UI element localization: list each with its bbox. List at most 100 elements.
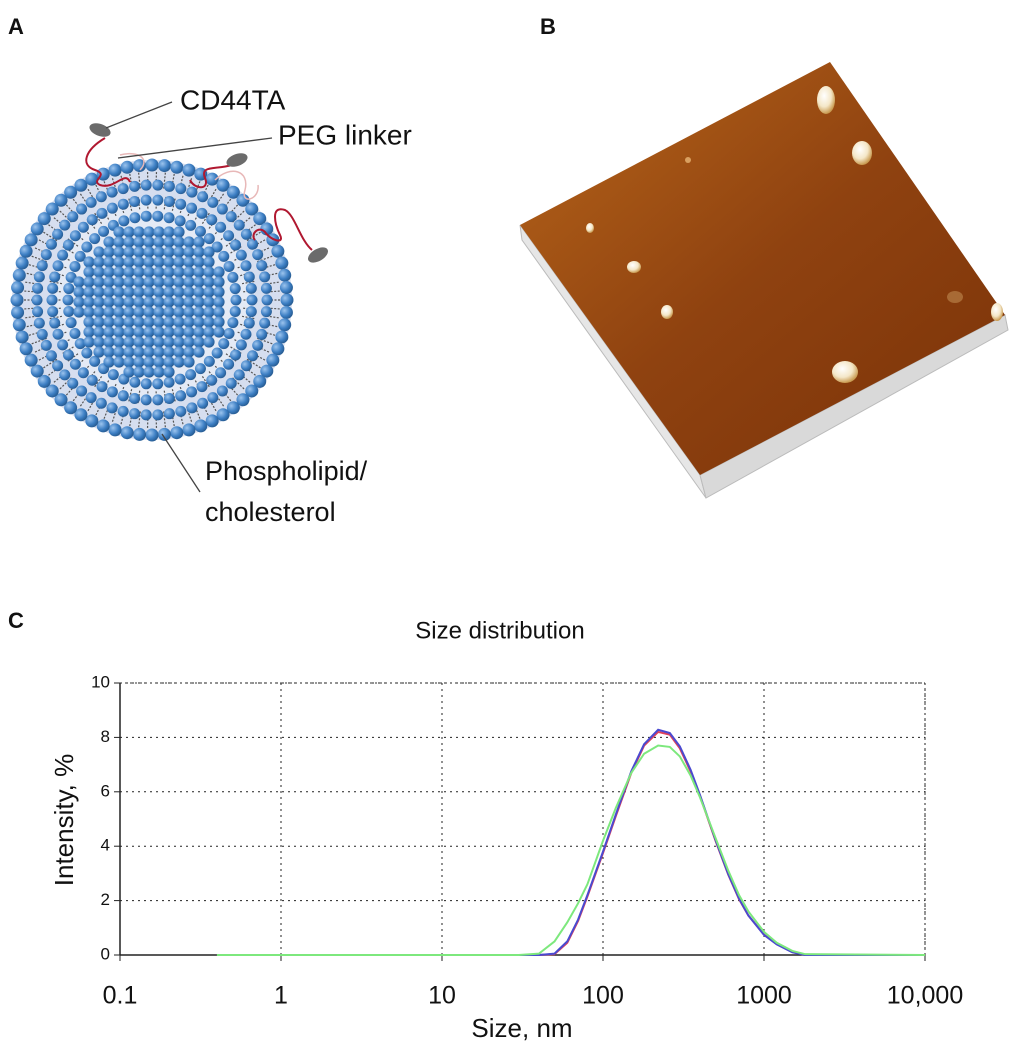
lipid-tail — [43, 231, 58, 242]
lipid-head — [45, 202, 59, 216]
lipid-head — [163, 180, 175, 192]
lipid-head — [59, 369, 71, 381]
core-bead — [73, 276, 85, 288]
core-bead — [123, 366, 135, 378]
core-bead — [183, 236, 195, 248]
core-bead — [113, 246, 125, 258]
lipid-head — [252, 249, 264, 261]
core-bead — [213, 316, 225, 328]
core-bead — [203, 246, 215, 258]
x-tick-label: 0.1 — [103, 982, 138, 1010]
lipid-head — [57, 249, 69, 261]
lipid-head — [62, 349, 74, 361]
lipid-head — [33, 317, 45, 329]
lipid-head — [120, 426, 134, 440]
lipid-head — [140, 394, 152, 406]
lipid-head — [133, 427, 147, 441]
lipid-tail — [24, 307, 41, 310]
core-bead — [183, 246, 195, 258]
core-bead — [123, 236, 135, 248]
lipid-tail — [87, 188, 97, 204]
core-bead — [123, 226, 135, 238]
lipid-head — [175, 198, 187, 210]
lipid-tail — [214, 392, 225, 407]
lipid-head — [163, 196, 175, 208]
lipid-tail — [236, 331, 250, 338]
core-bead — [113, 306, 125, 318]
lipid-tail — [54, 331, 68, 338]
lipid-head — [19, 342, 33, 356]
lipid-head — [11, 305, 25, 319]
lipid-head — [236, 193, 250, 207]
lipid-head — [24, 233, 38, 247]
core-bead — [163, 296, 175, 308]
core-bead — [143, 366, 155, 378]
lipid-head — [140, 210, 152, 222]
core-bead — [143, 336, 155, 348]
core-bead — [203, 266, 215, 278]
lipid-head — [163, 376, 175, 388]
lipid-head — [182, 423, 196, 437]
lipid-tail — [48, 224, 62, 235]
panel-label: A — [8, 14, 24, 39]
lipid-tail — [207, 218, 218, 231]
lipid-head — [57, 339, 69, 351]
core-bead — [133, 346, 145, 358]
lipid-tail — [28, 264, 45, 270]
lipid-head — [86, 214, 98, 226]
core-bead — [163, 286, 175, 298]
lipid-head — [245, 384, 259, 398]
core-bead — [123, 246, 135, 258]
lipid-tail — [186, 382, 194, 396]
core-bead — [133, 236, 145, 248]
lipid-head — [271, 342, 285, 356]
lipid-head — [235, 249, 247, 261]
lipid-head — [140, 194, 152, 206]
lipid-head — [271, 244, 285, 258]
lipid-head — [194, 363, 206, 375]
core-bead — [183, 326, 195, 338]
core-bead — [153, 356, 165, 368]
lipid-head — [196, 381, 208, 393]
lipid-head — [74, 178, 88, 192]
lipid-head — [129, 408, 141, 420]
lipid-head — [81, 347, 93, 359]
lipid-head — [69, 261, 81, 273]
lipid-head — [235, 339, 247, 351]
lipid-tail — [103, 403, 111, 419]
lipid-head — [11, 281, 25, 295]
lipid-head — [246, 294, 258, 306]
lipid-tail — [111, 406, 118, 422]
core-bead — [143, 306, 155, 318]
lipid-head — [74, 408, 88, 422]
lipid-head — [227, 317, 239, 329]
lipid-head — [129, 376, 141, 388]
lipid-tail — [119, 385, 125, 400]
lipid-head — [216, 385, 228, 397]
lipid-tail — [214, 193, 225, 208]
lipid-head — [182, 163, 196, 177]
lipid-head — [223, 358, 235, 370]
core-bead — [153, 286, 165, 298]
lipid-tail — [207, 396, 217, 412]
lipid-tail — [87, 396, 97, 412]
lipid-head — [218, 338, 230, 350]
lipid-head — [240, 328, 252, 340]
core-bead — [103, 316, 115, 328]
lipid-head — [45, 350, 57, 362]
panel-label: B — [540, 14, 556, 39]
lipid-head — [10, 293, 24, 307]
core-bead — [133, 286, 145, 298]
annotation: CD44TA — [180, 84, 286, 115]
lipid-tail — [146, 389, 149, 404]
lipid-head — [74, 338, 86, 350]
lipid-head — [106, 386, 118, 398]
core-bead — [93, 316, 105, 328]
lipid-head — [157, 159, 171, 173]
core-bead — [133, 256, 145, 268]
lipid-head — [54, 193, 68, 207]
core-bead — [133, 356, 145, 368]
lipid-head — [245, 282, 257, 294]
x-tick-label: 10,000 — [887, 982, 963, 1010]
lipid-tail — [79, 193, 90, 208]
